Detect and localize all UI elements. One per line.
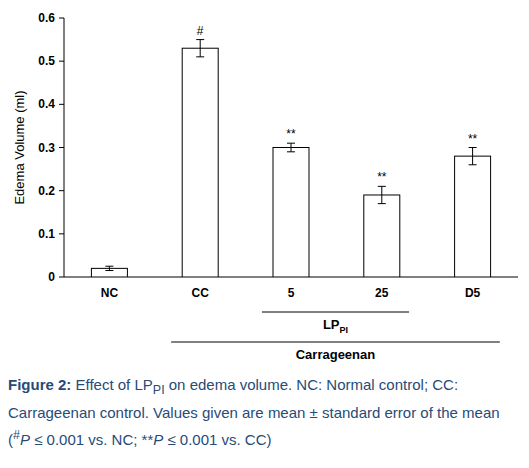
y-tick: [59, 61, 64, 62]
error-cap: [287, 143, 295, 144]
caption-text: ≤ 0.001 vs. CC): [163, 431, 271, 448]
y-tick-label: 0.3: [38, 141, 55, 155]
error-bar: [287, 143, 295, 152]
significance: **: [377, 170, 387, 184]
error-line: [109, 266, 110, 270]
bar: [273, 148, 309, 278]
group-label-sub: PI: [340, 325, 349, 335]
chart: 0 0.1 0.2 0.3 0.4 0.5 0.6 Edema Volume (ml) # ** *…: [0, 0, 529, 372]
error-cap: [196, 56, 204, 57]
error-cap: [469, 164, 477, 165]
x-tick-label: D5: [465, 286, 481, 300]
caption-sup: #: [13, 428, 20, 442]
error-line: [291, 143, 292, 152]
error-bar: [378, 186, 386, 203]
caption-text: ≤ 0.001 vs. NC; **: [30, 431, 153, 448]
y-tick: [59, 18, 64, 19]
significance: **: [286, 127, 296, 141]
caption-text: Effect of LP: [71, 376, 152, 393]
significance: **: [468, 132, 478, 146]
bar: [455, 156, 491, 277]
y-tick-label: 0.2: [38, 184, 55, 198]
caption: Figure 2: Effect of LPPI on edema volume…: [8, 374, 523, 452]
error-cap: [378, 186, 386, 187]
y-tick: [59, 277, 64, 278]
significance: #: [197, 24, 204, 38]
bars: [91, 40, 490, 277]
y-tick: [59, 147, 64, 148]
group-line: [262, 312, 409, 313]
error-bar: [469, 148, 477, 165]
y-tick-label: 0.1: [38, 227, 55, 241]
error-bar: [105, 266, 113, 270]
y-axis-title: Edema Volume (ml): [12, 90, 27, 204]
error-cap: [287, 151, 295, 152]
x-tick-label: NC: [101, 286, 119, 300]
error-line: [381, 186, 382, 203]
error-bar: [196, 40, 204, 57]
caption-label: Figure 2:: [8, 376, 71, 393]
bar: [182, 48, 218, 277]
y-tick: [59, 104, 64, 105]
y-tick-label: 0: [48, 270, 55, 284]
error-cap: [196, 39, 204, 40]
x-tick-label: 25: [375, 286, 389, 300]
x-tick-label: 5: [288, 286, 295, 300]
y-axis: [64, 18, 65, 277]
group-label: Carrageenan: [296, 347, 376, 362]
caption-italic: P: [153, 431, 163, 448]
caption-sub: PI: [153, 383, 165, 397]
error-cap: [378, 203, 386, 204]
caption-italic: P: [20, 431, 30, 448]
error-line: [200, 40, 201, 57]
error-cap: [105, 270, 113, 271]
y-tick: [59, 233, 64, 234]
error-cap: [105, 266, 113, 267]
y-tick: [59, 190, 64, 191]
bar: [364, 195, 400, 277]
error-cap: [469, 147, 477, 148]
group-label-text: LP: [323, 317, 340, 332]
error-line: [472, 148, 473, 165]
y-tick-label: 0.6: [38, 11, 55, 25]
group-label: LPPI: [323, 317, 348, 335]
y-tick-label: 0.4: [38, 97, 55, 111]
group-line: [171, 342, 500, 343]
y-tick-label: 0.5: [38, 54, 55, 68]
x-tick-label: CC: [192, 286, 210, 300]
group-label-text: Carrageenan: [296, 347, 376, 362]
